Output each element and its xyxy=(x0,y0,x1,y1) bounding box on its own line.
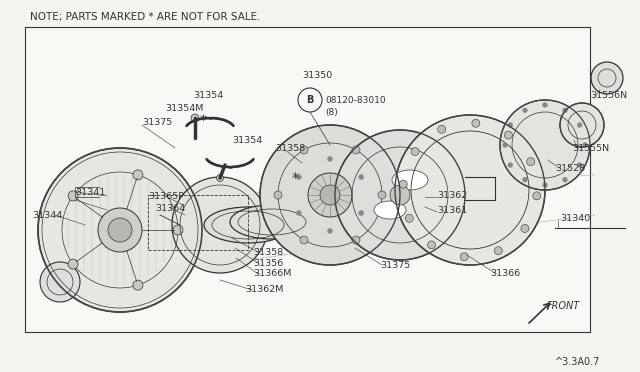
Text: 31361: 31361 xyxy=(437,205,467,215)
Text: 31366M: 31366M xyxy=(253,269,291,279)
Text: *: * xyxy=(200,113,207,127)
Circle shape xyxy=(508,122,513,128)
Circle shape xyxy=(68,191,78,201)
Text: 31555N: 31555N xyxy=(572,144,609,153)
Circle shape xyxy=(335,130,465,260)
Circle shape xyxy=(522,177,527,182)
Ellipse shape xyxy=(392,170,428,190)
Circle shape xyxy=(522,108,527,113)
Bar xyxy=(25,27,590,332)
Text: 31528: 31528 xyxy=(555,164,585,173)
Circle shape xyxy=(38,148,202,312)
Circle shape xyxy=(300,146,308,154)
Text: 31344: 31344 xyxy=(32,211,62,219)
Text: 31362M: 31362M xyxy=(245,285,284,295)
Circle shape xyxy=(504,131,513,139)
Circle shape xyxy=(40,262,80,302)
Circle shape xyxy=(472,119,480,127)
Circle shape xyxy=(399,180,407,188)
Text: 31556N: 31556N xyxy=(590,90,627,99)
Circle shape xyxy=(577,122,582,128)
Text: 31375: 31375 xyxy=(142,118,172,126)
Circle shape xyxy=(358,174,364,180)
Circle shape xyxy=(502,142,508,148)
Circle shape xyxy=(98,208,142,252)
Text: (8): (8) xyxy=(325,108,338,116)
Text: NOTE; PARTS MARKED * ARE NOT FOR SALE.: NOTE; PARTS MARKED * ARE NOT FOR SALE. xyxy=(30,12,260,22)
Text: B: B xyxy=(307,95,314,105)
Circle shape xyxy=(428,241,436,249)
Circle shape xyxy=(582,142,588,148)
Circle shape xyxy=(532,192,541,200)
Circle shape xyxy=(352,236,360,244)
Circle shape xyxy=(508,163,513,167)
Circle shape xyxy=(274,191,282,199)
Circle shape xyxy=(405,214,413,222)
Circle shape xyxy=(68,259,78,269)
Circle shape xyxy=(260,125,400,265)
Circle shape xyxy=(108,218,132,242)
Text: 31340: 31340 xyxy=(560,214,590,222)
Circle shape xyxy=(560,103,604,147)
Text: 31375: 31375 xyxy=(380,260,410,269)
Circle shape xyxy=(494,247,502,255)
Circle shape xyxy=(300,236,308,244)
Text: 31358: 31358 xyxy=(253,247,284,257)
Text: 31350: 31350 xyxy=(302,71,332,80)
Circle shape xyxy=(411,148,419,155)
Circle shape xyxy=(577,163,582,167)
Circle shape xyxy=(296,211,301,215)
Text: *: * xyxy=(291,171,298,185)
Text: 31365P: 31365P xyxy=(148,192,184,201)
Circle shape xyxy=(543,103,547,108)
Circle shape xyxy=(527,158,535,166)
Ellipse shape xyxy=(230,205,314,239)
Text: 31354: 31354 xyxy=(193,90,223,99)
Circle shape xyxy=(328,157,333,161)
Circle shape xyxy=(352,146,360,154)
Ellipse shape xyxy=(500,100,590,190)
Circle shape xyxy=(563,108,568,113)
Text: 31364: 31364 xyxy=(155,203,185,212)
Text: 31354: 31354 xyxy=(232,135,262,144)
Text: 31356: 31356 xyxy=(253,259,284,267)
Circle shape xyxy=(378,191,386,199)
Text: 31358: 31358 xyxy=(275,144,305,153)
Circle shape xyxy=(543,183,547,187)
Ellipse shape xyxy=(204,207,292,243)
Circle shape xyxy=(308,173,352,217)
Text: 31354M: 31354M xyxy=(165,103,204,112)
Text: 31366: 31366 xyxy=(490,269,520,278)
Circle shape xyxy=(216,174,223,182)
Circle shape xyxy=(173,225,183,235)
Text: 31362: 31362 xyxy=(437,190,467,199)
Circle shape xyxy=(521,224,529,232)
Circle shape xyxy=(191,114,199,122)
Circle shape xyxy=(390,185,410,205)
Circle shape xyxy=(133,280,143,290)
Circle shape xyxy=(438,125,445,133)
Text: FRONT: FRONT xyxy=(547,301,580,311)
Bar xyxy=(148,195,248,250)
Circle shape xyxy=(395,115,545,265)
Text: 31341: 31341 xyxy=(75,187,105,196)
Text: ^3.3A0.7: ^3.3A0.7 xyxy=(555,357,600,367)
Text: 08120-83010: 08120-83010 xyxy=(325,96,386,105)
Circle shape xyxy=(320,185,340,205)
Circle shape xyxy=(133,170,143,180)
Circle shape xyxy=(328,228,333,234)
Circle shape xyxy=(296,174,301,180)
Ellipse shape xyxy=(172,177,268,273)
Circle shape xyxy=(563,177,568,182)
Ellipse shape xyxy=(374,201,406,219)
Circle shape xyxy=(358,211,364,215)
Circle shape xyxy=(460,253,468,261)
Circle shape xyxy=(591,62,623,94)
